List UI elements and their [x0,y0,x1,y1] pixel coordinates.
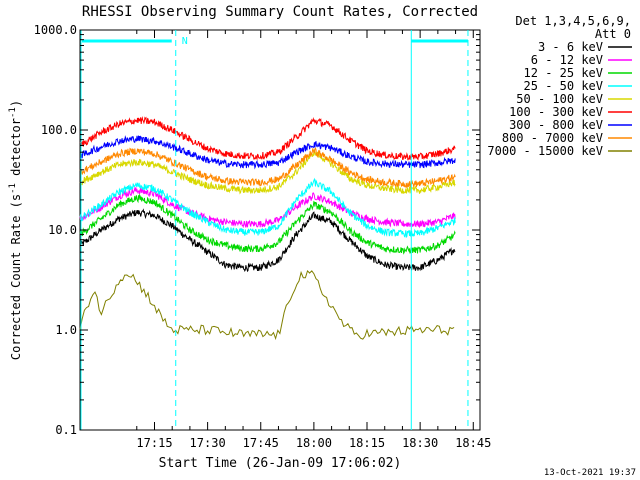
series-line-5 [79,116,456,161]
series-line-1 [79,186,456,229]
series-line-6 [79,135,456,170]
legend-entry-label: 7000 - 15000 keV [487,144,603,158]
flag-layer: N [80,30,469,430]
y-axis-label-part2: detector [9,118,23,183]
y-axis-label-part3: ) [9,100,23,107]
y-tick-label: 0.1 [55,423,77,437]
x-axis-ticks: 17:15 17:30 17:45 18:00 18:15 18:30 18:45 [136,30,491,450]
y-tick-label: 10.0 [48,223,77,237]
y-axis-label-sup2: -1 [8,107,18,118]
y-tick-label: 1000.0 [34,23,77,37]
x-tick-label: 17:45 [243,436,279,450]
x-tick-label: 18:00 [296,436,332,450]
series-line-8 [79,269,455,341]
y-axis-ticks: 1000.0 100.0 10.0 1.0 0.1 [34,23,480,437]
legend-header-attenuator: Att 0 [595,27,631,41]
y-axis-label-part1: Corrected Count Rate (s [9,194,23,360]
legend-entry-label: 300 - 800 keV [509,118,603,132]
series-line-2 [79,193,456,255]
x-tick-label: 18:15 [349,436,385,450]
flag-label-n: N [182,36,188,47]
legend-entry-label: 25 - 50 keV [524,79,603,93]
y-axis-label: Corrected Count Rate (s-1 detector-1) [8,100,23,360]
chart-title: RHESSI Observing Summary Count Rates, Co… [82,4,478,20]
series-line-0 [79,208,456,273]
legend-entry-label: 12 - 25 keV [524,66,603,80]
x-tick-label: 18:45 [455,436,491,450]
x-axis-label: Start Time (26-Jan-09 17:06:02) [159,456,402,471]
y-axis-label-sup1: -1 [8,183,18,194]
series-line-4 [79,149,456,195]
legend-entry-label: 50 - 100 keV [516,92,603,106]
legend-entry-label: 3 - 6 keV [538,40,603,54]
plot-frame [79,29,481,431]
legend-entry-label: 800 - 7000 keV [502,131,603,145]
legend-entry-label: 100 - 300 keV [509,105,603,119]
series-line-3 [79,177,456,239]
series-layer [79,116,456,341]
footer-timestamp: 13-Oct-2021 19:37 [544,468,636,478]
series-line-7 [79,147,456,189]
legend-header-detectors: Det 1,3,4,5,6,9, [515,14,631,28]
y-tick-label: 100.0 [41,123,77,137]
x-tick-label: 17:15 [136,436,172,450]
legend-entry-label: 6 - 12 keV [531,53,603,67]
y-tick-label: 1.0 [55,323,77,337]
x-tick-label: 18:30 [402,436,438,450]
x-tick-label: 17:30 [190,436,226,450]
